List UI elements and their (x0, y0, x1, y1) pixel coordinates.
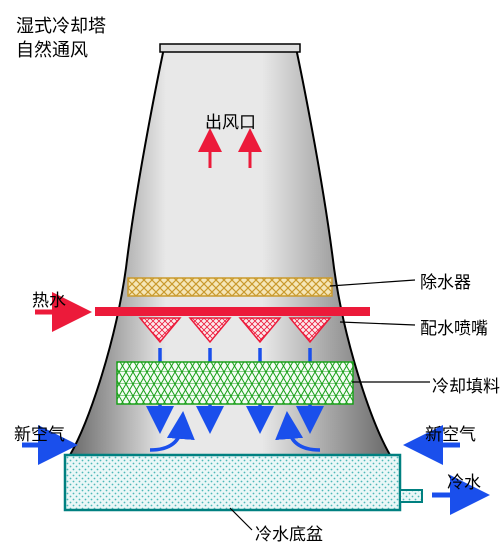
tower-rim (160, 44, 300, 52)
cold-water-label: 冷水 (447, 468, 481, 493)
fresh-air-left-label: 新空气 (14, 420, 65, 445)
title-line2: 自然通风 (16, 36, 88, 62)
basin-label: 冷水底盆 (255, 520, 323, 545)
fill-label: 冷却填料 (432, 372, 500, 397)
fresh-air-right-label: 新空气 (425, 420, 476, 445)
cold-water-basin (65, 455, 422, 510)
diagram-canvas: 湿式冷却塔 自然通风 出风口 热水 除水器 配水喷嘴 冷却填料 新空气 新空气 … (0, 0, 500, 544)
drift-eliminator-label: 除水器 (420, 268, 471, 293)
drift-eliminator (128, 278, 332, 296)
exhaust-label: 出风口 (205, 108, 256, 133)
spray-bar (95, 307, 370, 316)
fill-media (117, 362, 353, 404)
hot-water-label: 热水 (32, 286, 66, 311)
spray-nozzle-label: 配水喷嘴 (420, 314, 488, 339)
title-line1: 湿式冷却塔 (16, 12, 106, 38)
